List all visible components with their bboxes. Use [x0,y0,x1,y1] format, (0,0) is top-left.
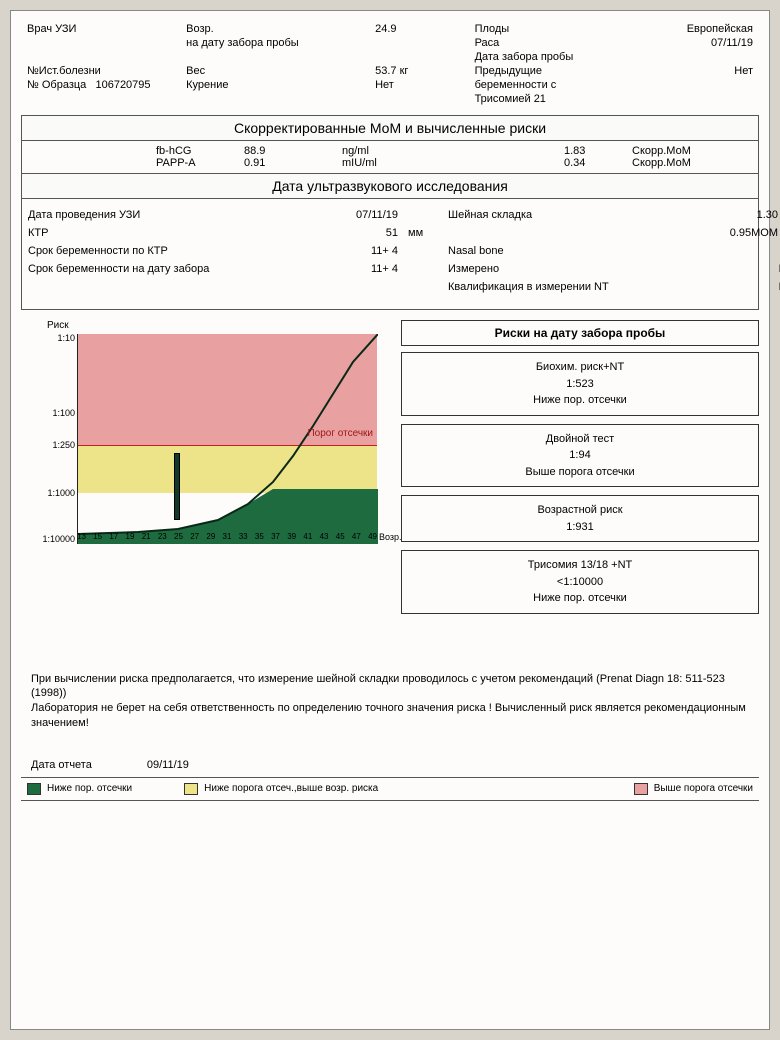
legend-label: Выше порога отсечки [654,783,753,794]
legend-swatch-red [634,783,648,795]
clinic-date: 07/11/19 [634,37,753,49]
xaxis-label: Возр. [379,532,402,542]
history-label: №Ист.болезни [27,65,176,77]
risk-card-line: Ниже пор. отсечки [406,590,754,607]
gest-ktr-label: Срок беременности по КТР [28,245,268,257]
mom-r2-unit: mIU/ml [342,157,432,169]
uzi-date-label: Дата проведения УЗИ [28,209,268,221]
report-date-label: Дата отчета [31,759,92,771]
mom-r1-mlabel: Скорр.МоМ [632,145,752,157]
uzi-title: Дата ультразвукового исследования [21,174,759,199]
chart-area: Порог отсечки 1:10 1:100 1:250 1:1000 1:… [77,334,377,544]
nt-val: 1.30 [658,209,778,221]
risk-card-line: Трисомия 13/18 +NT [406,557,754,574]
nt-label: Шейная складка [448,209,648,221]
risk-chart: Риск Порог отсечки 1:10 1:100 1:250 1:10… [21,320,381,622]
ytick: 1:1000 [47,488,75,498]
prev-label2: беременности с [475,79,624,91]
nasal-val: Текущий [658,245,780,257]
nt-mom: 0.95MOM [658,227,778,239]
report-date-row: Дата отчета 09/11/19 [21,741,759,777]
doctor-label: Врач УЗИ [27,23,176,35]
risk-card-line: Ниже пор. отсечки [406,392,754,409]
sample-date-label: на дату забора пробы [186,37,365,49]
weight-unit: кг [400,65,409,77]
age-value: 24.9 [375,23,464,35]
ktr-unit: мм [408,227,438,239]
mom-r2-name: PAPP-A [156,157,236,169]
xaxis: 13151719212325272931333537394143454749 [77,532,377,541]
legend-swatch-green [27,783,41,795]
uzi-grid: Дата проведения УЗИ 07/11/19 Шейная скла… [21,199,759,310]
gest-ktr-val: 11+ 4 [278,245,398,257]
risk-card-line: Биохим. риск+NT [406,359,754,376]
gest-sample-label: Срок беременности на дату забора [28,263,268,275]
ytick: 1:10000 [42,534,75,544]
prev-label3: Трисомией 21 [475,93,624,105]
mom-r2-val: 0.91 [244,157,334,169]
risk-card-line: Возрастной риск [406,502,754,519]
ktr-val: 51 [278,227,398,239]
mom-r1-val: 88.9 [244,145,334,157]
prev-label: Предыдущие [475,65,624,77]
mom-r1-name: fb-hCG [156,145,236,157]
report-date-val: 09/11/19 [147,759,189,771]
sample-no-value: 106720795 [95,79,150,91]
note-p2: Лаборатория не берет на себя ответственн… [31,701,749,731]
legend-label: Ниже порога отсеч.,выше возр. риска [204,783,378,794]
weight-label: Вес [186,65,365,77]
sample-date2-label: Дата забора пробы [475,51,624,63]
mom-title: Скорректированные МоМ и вычисленные риск… [21,115,759,141]
threshold-label: Порог отсечки [307,428,373,439]
race-label: Раса [475,37,624,49]
age-label: Возр. [186,23,365,35]
risk-card-line: Двойной тест [406,431,754,448]
uzi-date-val: 07/11/19 [278,209,398,221]
qual-val: Врач УЗИ [658,281,780,293]
risk-card: Двойной тест 1:94 Выше порога отсечки [401,424,759,488]
legend: Ниже пор. отсечки Ниже порога отсеч.,выш… [21,777,759,801]
clinic-value: Европейская [634,23,753,35]
header-block: Врач УЗИ Возр. 24.9 Плоды Европейская на… [21,19,759,115]
prev-value: Нет [634,65,753,77]
risk-card: Трисомия 13/18 +NT <1:10000 Ниже пор. от… [401,550,759,614]
mom-r2-mlabel: Скорр.МоМ [632,157,752,169]
risk-card: Биохим. риск+NT 1:523 Ниже пор. отсечки [401,352,759,416]
risk-card-line: 1:523 [406,376,754,393]
smoking-value: Нет [375,79,464,91]
mom-r1-mom: 1.83 [564,145,624,157]
mom-r2-mom: 0.34 [564,157,624,169]
mom-rows: fb-hCG 88.9 ng/ml 1.83 Скорр.МоМ PAPP-A … [21,141,759,174]
notes: При вычислении риска предполагается, что… [21,632,759,741]
report-page: Врач УЗИ Возр. 24.9 Плоды Европейская на… [10,10,770,1030]
sample-no-label: № Образца [27,79,86,91]
smoking-label: Курение [186,79,365,91]
legend-label: Ниже пор. отсечки [47,783,132,794]
patient-marker [174,453,180,520]
risk-card: Возрастной риск 1:931 [401,495,759,542]
nasal-label: Nasal bone [448,245,648,257]
risk-card-line: Выше порога отсечки [406,464,754,481]
risk-card-line: 1:94 [406,447,754,464]
measured-val: Врач УЗИ [658,263,780,275]
fetuses-label: Плоды [475,23,624,35]
legend-swatch-yellow [184,783,198,795]
ytick: 1:250 [52,440,75,450]
measured-label: Измерено [448,263,648,275]
note-p1: При вычислении риска предполагается, что… [31,672,749,702]
risk-card-line: 1:931 [406,519,754,536]
ytick: 1:10 [57,333,75,343]
risk-panel: Риски на дату забора пробы Биохим. риск+… [401,320,759,622]
risk-panel-title: Риски на дату забора пробы [401,320,759,346]
mom-r1-unit: ng/ml [342,145,432,157]
qual-label: Квалификация в измерении NT [448,281,648,293]
ktr-label: КТР [28,227,268,239]
ytick: 1:100 [52,408,75,418]
gest-sample-val: 11+ 4 [278,263,398,275]
weight-value: 53.7 [375,65,396,77]
risk-card-line: <1:10000 [406,574,754,591]
chart-ylabel: Риск [41,320,381,331]
